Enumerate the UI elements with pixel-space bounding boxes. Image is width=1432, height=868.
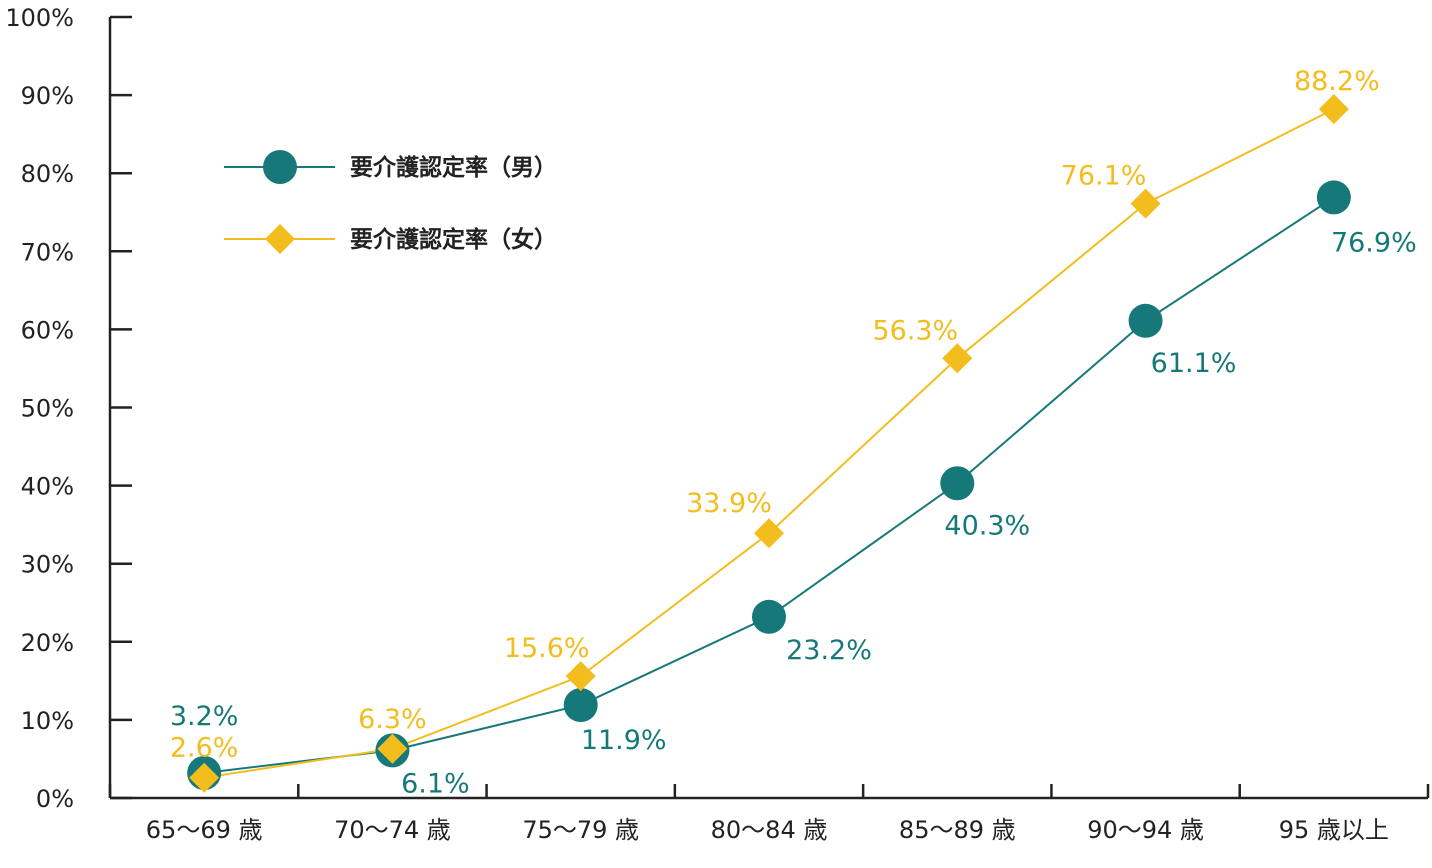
legend: 要介護認定率（男） 要介護認定率（女） xyxy=(224,150,557,254)
y-tick-label: 80% xyxy=(21,160,74,188)
y-tick-label: 10% xyxy=(21,707,74,735)
series-1-data-label: 56.3% xyxy=(872,315,958,346)
y-tick-label: 70% xyxy=(21,238,74,266)
series-1-data-label: 33.9% xyxy=(686,488,772,519)
data-labels: 3.2% 6.1% 11.9% 23.2% 40.3% 61.1% 76.9% 2.6% 6.3… xyxy=(170,66,1417,799)
series-1-point xyxy=(377,733,408,764)
series-1-data-label: 2.6% xyxy=(170,733,239,764)
series-1-point xyxy=(565,661,596,692)
x-tick-label: 70〜74 歳 xyxy=(334,816,451,844)
series-0-line xyxy=(204,196,1335,775)
x-tick-label: 65〜69 歳 xyxy=(146,816,263,844)
series-0-data-label: 61.1% xyxy=(1151,348,1237,379)
legend-label: 要介護認定率（女） xyxy=(350,226,557,253)
series-markers xyxy=(187,94,1351,793)
x-tick-label: 75〜79 歳 xyxy=(522,816,639,844)
x-tick-label: 90〜94 歳 xyxy=(1087,816,1204,844)
y-tick-label: 100% xyxy=(5,4,74,32)
series-1-line xyxy=(203,108,1335,779)
legend-label: 要介護認定率（男） xyxy=(350,154,557,181)
series-0-data-label: 23.2% xyxy=(786,635,872,666)
series-0-data-label: 3.2% xyxy=(170,701,239,732)
y-tick-label: 90% xyxy=(21,82,74,110)
series-1-point xyxy=(189,762,220,793)
series-1-data-label: 76.1% xyxy=(1061,161,1147,192)
series-1-point xyxy=(1318,94,1349,125)
y-tick-label: 30% xyxy=(21,551,74,579)
series-1-point xyxy=(942,343,973,374)
series-0-point xyxy=(752,599,786,634)
series-0-data-label: 40.3% xyxy=(944,510,1030,541)
series-0-point xyxy=(563,688,598,723)
y-tick-label: 50% xyxy=(21,395,74,423)
series-1-data-label: 6.3% xyxy=(358,704,427,735)
series-1-data-label: 88.2% xyxy=(1294,66,1380,97)
legend-marker xyxy=(263,150,297,184)
series-0-point xyxy=(1128,303,1163,338)
series-1-data-label: 15.6% xyxy=(504,633,590,664)
axes: 0% 10% 20% 30% 40% 50% 60% 70% 80% 90% 100% 65〜69 歳… xyxy=(5,4,1430,844)
series-1-point xyxy=(1130,188,1161,219)
series-0-point xyxy=(940,466,975,501)
y-tick-label: 40% xyxy=(21,473,74,501)
series-1-point xyxy=(754,518,784,549)
y-tick-label: 0% xyxy=(36,785,74,813)
series-0-data-label: 11.9% xyxy=(581,725,667,756)
series-0-data-label: 76.9% xyxy=(1331,227,1417,258)
x-tick-label: 85〜89 歳 xyxy=(899,816,1016,844)
legend-marker xyxy=(265,224,295,254)
series-0-point xyxy=(1316,180,1351,215)
y-tick-label: 20% xyxy=(21,629,74,657)
y-tick-label: 60% xyxy=(21,316,74,344)
series-0-data-label: 6.1% xyxy=(401,768,470,799)
x-tick-label: 95 歳以上 xyxy=(1279,816,1389,844)
x-tick-label: 80〜84 歳 xyxy=(711,816,828,844)
series-lines xyxy=(203,108,1335,779)
